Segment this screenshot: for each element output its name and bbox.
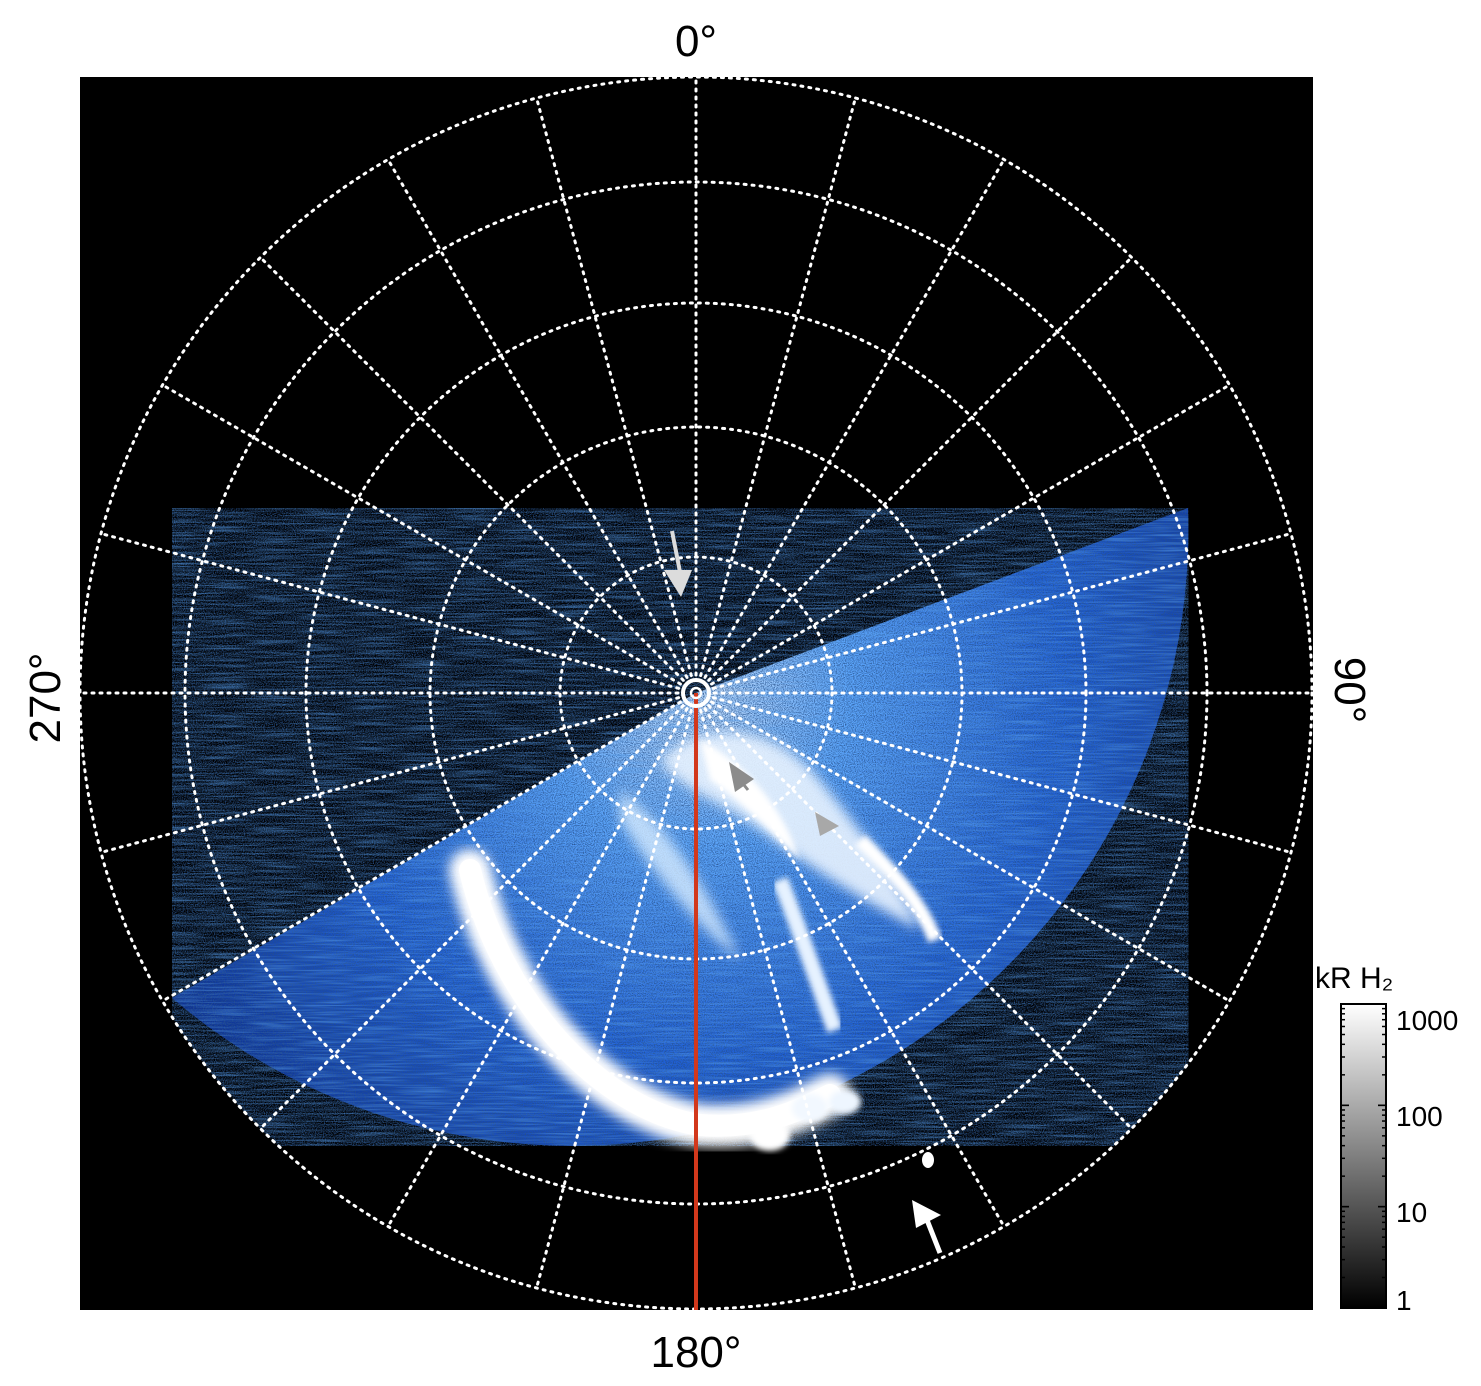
arrow-icon xyxy=(664,530,692,597)
longitude-line xyxy=(386,158,689,679)
longitude-line xyxy=(258,255,685,682)
colorbar-tick-label: 100 xyxy=(1396,1101,1443,1132)
colorbar-title: kR H₂ xyxy=(1315,962,1393,995)
longitude-line xyxy=(703,707,1006,1228)
longitude-line xyxy=(535,708,693,1290)
longitude-line xyxy=(711,696,1293,854)
longitude-line xyxy=(99,532,681,690)
arrow-icon xyxy=(912,1200,943,1254)
arrow-icon xyxy=(815,812,839,836)
longitude-line xyxy=(711,532,1293,690)
longitude-line xyxy=(535,96,693,678)
longitude-line xyxy=(710,700,1231,1003)
colorbar-gradient xyxy=(1340,1003,1387,1309)
longitude-line xyxy=(699,96,857,678)
longitude-line xyxy=(161,383,682,686)
longitude-line xyxy=(707,255,1134,682)
longitude-line xyxy=(707,704,1134,1131)
longitude-line xyxy=(258,704,685,1131)
colorbar-tick-label: 1000 xyxy=(1396,1005,1458,1036)
arrow-icon xyxy=(729,762,754,792)
longitude-line xyxy=(699,708,857,1290)
label-top: 0° xyxy=(675,17,717,66)
label-bottom: 180° xyxy=(650,1328,741,1377)
colorbar: kR H₂ 1000 100 10 1 xyxy=(1315,962,1458,1316)
colorbar-tick-label: 10 xyxy=(1396,1197,1427,1228)
label-left: 270° xyxy=(21,652,70,743)
longitude-line xyxy=(710,383,1231,686)
longitude-line xyxy=(99,696,681,854)
colorbar-tick-label: 1 xyxy=(1396,1285,1412,1316)
aurora-emission-region xyxy=(172,508,1189,1168)
longitude-line xyxy=(703,158,1006,679)
longitude-line xyxy=(386,707,689,1228)
label-right: 90° xyxy=(1325,657,1374,724)
pole-marker-icon xyxy=(681,678,711,708)
longitude-line xyxy=(161,700,682,1003)
